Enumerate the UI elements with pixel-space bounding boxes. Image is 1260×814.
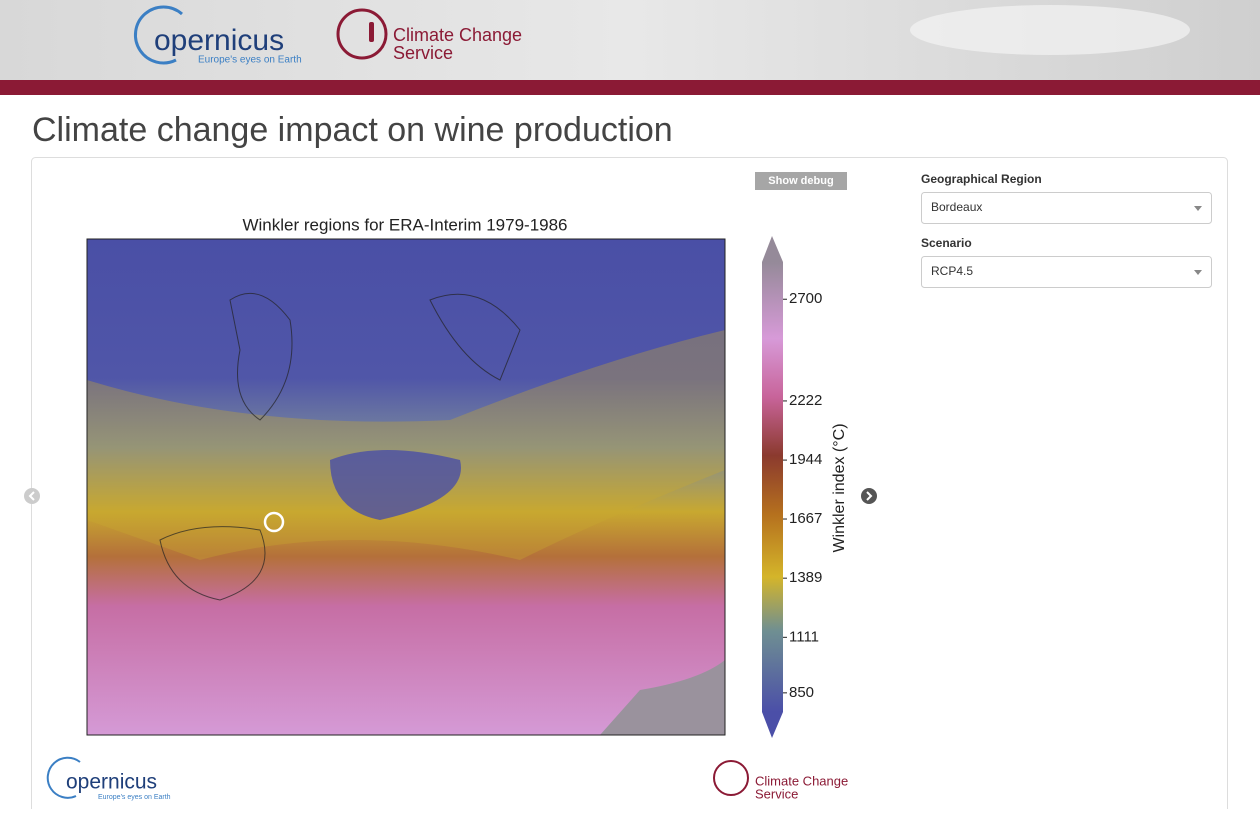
page-title: Climate change impact on wine production <box>32 111 673 149</box>
footer-logo-name: opernicus <box>66 771 157 794</box>
cbar-extend-top <box>762 236 783 262</box>
region-select[interactable] <box>921 192 1212 224</box>
scenario-label: Scenario <box>921 236 972 250</box>
debug-button[interactable] <box>755 172 847 190</box>
footer-logo-tagline: Europe's eyes on Earth <box>98 794 171 801</box>
region-label: Geographical Region <box>921 172 1042 186</box>
carousel-prev[interactable] <box>24 488 40 504</box>
colorbar-tick-label: 1944 <box>789 451 822 468</box>
region-caret <box>1194 206 1202 211</box>
logo-name: opernicus <box>154 24 284 57</box>
colorbar-tick-label: 2222 <box>789 392 822 409</box>
thermo <box>369 22 374 42</box>
colorbar-tick-label: 850 <box>789 684 814 701</box>
cloud <box>910 5 1190 55</box>
service-icon <box>336 8 388 60</box>
scenario-value[interactable]: RCP4.5 <box>931 264 973 278</box>
map-alps <box>330 450 461 520</box>
footer-logo-arc <box>46 756 81 799</box>
prev-arrow <box>28 491 35 501</box>
colorbar-ticks: 850 1111 1389 1667 1944 2222 2700 <box>783 290 822 701</box>
footer-service-icon <box>713 760 749 796</box>
cbar-extend-bottom <box>762 712 783 738</box>
service-line1: Climate Change <box>393 25 522 45</box>
scenario-caret <box>1194 270 1202 275</box>
scenario-select[interactable] <box>921 256 1212 288</box>
debug-button-label[interactable]: Show debug <box>768 175 833 187</box>
location-marker[interactable] <box>263 511 285 533</box>
map-gray <box>600 660 725 735</box>
logo-tagline: Europe's eyes on Earth <box>198 55 302 66</box>
map-zone <box>87 330 725 560</box>
colorbar-label: Winkler index (°C) <box>831 423 848 552</box>
carousel-next[interactable] <box>861 488 877 504</box>
header-bar <box>0 80 1260 95</box>
footer-service-line2: Service <box>755 786 798 801</box>
colorbar-tick-label: 1667 <box>789 510 822 527</box>
colorbar <box>762 262 783 712</box>
next-arrow <box>866 491 873 501</box>
service-line2: Service <box>393 43 453 63</box>
colorbar-tick-label: 1111 <box>789 628 819 645</box>
colorbar-tick-label: 2700 <box>789 290 822 307</box>
figure-title: Winkler regions for ERA-Interim 1979-198… <box>242 215 567 234</box>
region-value[interactable]: Bordeaux <box>931 200 982 214</box>
coastlines <box>159 292 521 601</box>
map-frame <box>86 238 726 736</box>
colorbar-tick-label: 1389 <box>789 569 822 586</box>
footer-service-line1: Climate Change <box>755 773 848 788</box>
logo-arc <box>133 5 183 65</box>
